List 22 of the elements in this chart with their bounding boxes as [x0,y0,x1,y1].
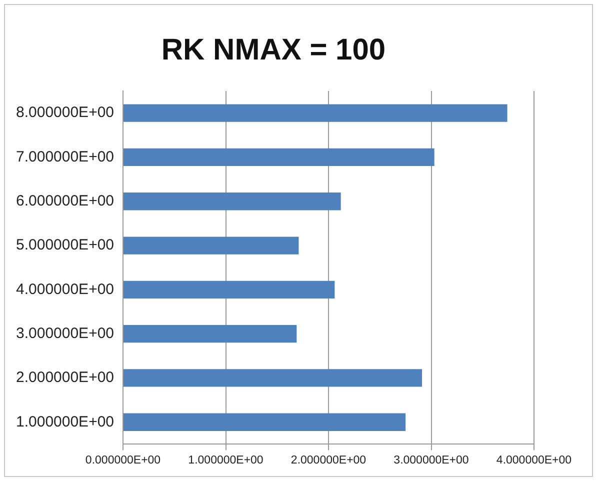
y-tick-label: 4.000000E+00 [16,280,114,298]
x-tick-label: 4.000000E+00 [496,454,572,466]
bar [124,148,434,166]
bar [124,280,335,299]
x-tick-label: 0.000000E+00 [85,454,161,466]
bar [124,104,508,122]
y-tick-label: 3.000000E+00 [16,324,114,342]
y-tick-label: 2.000000E+00 [16,369,114,386]
bar [124,324,297,343]
x-tick-label: 3.000000E+00 [394,454,469,466]
x-tick-label: 2.000000E+00 [290,454,366,466]
y-tick-label: 1.000000E+00 [16,413,114,430]
y-tick-label: 6.000000E+00 [16,192,114,210]
bar [124,192,341,210]
bar [124,369,422,387]
bar [124,236,299,254]
y-tick-label: 8.000000E+00 [16,104,114,122]
x-tick-label: 1.000000E+00 [188,454,264,466]
y-tick-label: 5.000000E+00 [16,236,114,254]
bar [124,413,406,431]
chart-title: RK NMAX = 100 [161,33,386,66]
y-tick-label: 7.000000E+00 [16,148,114,166]
